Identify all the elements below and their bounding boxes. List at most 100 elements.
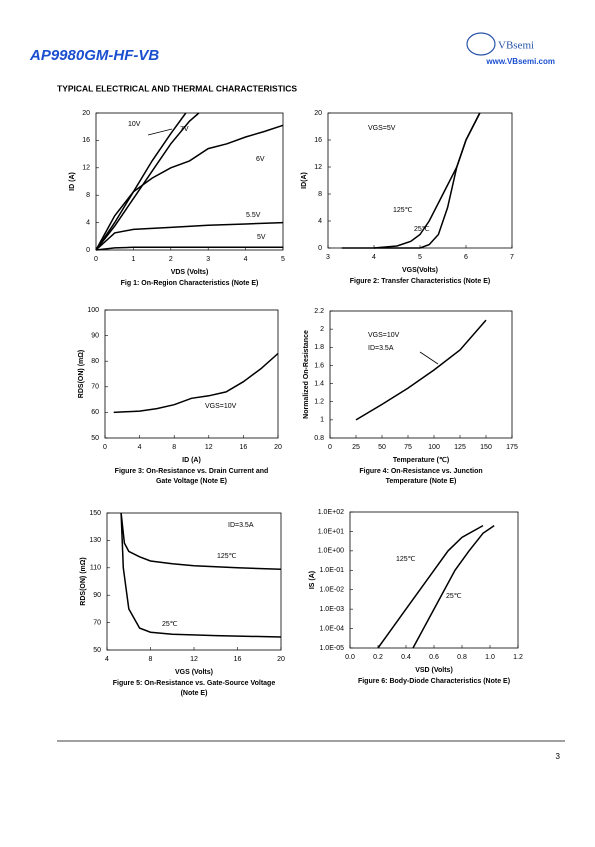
curve bbox=[120, 512, 282, 638]
y-axis-label: ID(A) bbox=[301, 172, 308, 189]
x-tick-label: 7 bbox=[510, 254, 514, 261]
curve bbox=[113, 352, 279, 414]
y-tick-label: 16 bbox=[82, 137, 90, 144]
x-tick-label: 0 bbox=[103, 444, 107, 451]
x-tick-label: 1.2 bbox=[513, 654, 523, 661]
series-label: 7V bbox=[180, 126, 189, 133]
x-tick-label: 0.0 bbox=[345, 654, 355, 661]
series-label: 125℃ bbox=[217, 553, 237, 560]
x-tick-label: 0 bbox=[328, 444, 332, 451]
x-tick-label: 5 bbox=[281, 256, 285, 263]
y-tick-label: 12 bbox=[82, 165, 90, 172]
curve bbox=[95, 124, 284, 251]
y-tick-label: 1.6 bbox=[314, 362, 324, 369]
y-tick-label: 20 bbox=[314, 110, 322, 117]
y-axis-label: RDS(ON) (mΩ) bbox=[78, 350, 85, 398]
x-tick-label: 0 bbox=[94, 256, 98, 263]
x-tick-label: 12 bbox=[190, 656, 198, 663]
y-tick-label: 2.2 bbox=[314, 308, 324, 315]
x-tick-label: 4 bbox=[138, 444, 142, 451]
y-tick-label: 70 bbox=[91, 384, 99, 391]
caption: Fig 1: On-Region Characteristics (Note E… bbox=[121, 280, 259, 287]
curve bbox=[374, 112, 481, 249]
curve bbox=[95, 112, 187, 251]
series-label: 125℃ bbox=[393, 207, 413, 214]
x-tick-label: 4 bbox=[105, 656, 109, 663]
curve bbox=[95, 112, 200, 251]
plot-frame bbox=[95, 112, 284, 251]
x-tick-label: 75 bbox=[404, 444, 412, 451]
x-tick-label: 1.0 bbox=[485, 654, 495, 661]
y-tick-label: 1.0E+02 bbox=[318, 509, 344, 516]
caption: Gate Voltage (Note E) bbox=[156, 478, 227, 485]
y-tick-label: 90 bbox=[93, 592, 101, 599]
y-tick-label: 50 bbox=[93, 647, 101, 654]
x-tick-label: 6 bbox=[464, 254, 468, 261]
y-tick-label: 0 bbox=[86, 247, 90, 254]
y-tick-label: 1.4 bbox=[314, 380, 324, 387]
y-tick-label: 0 bbox=[318, 245, 322, 252]
x-tick-label: 2 bbox=[169, 256, 173, 263]
curve bbox=[355, 319, 487, 421]
y-axis-label: IS (A) bbox=[309, 571, 316, 589]
annotation: VGS=5V bbox=[368, 125, 396, 132]
y-tick-label: 20 bbox=[82, 110, 90, 117]
y-tick-label: 80 bbox=[91, 358, 99, 365]
y-tick-label: 12 bbox=[314, 164, 322, 171]
x-axis-label: VDS (Volts) bbox=[171, 269, 209, 276]
logo-mark bbox=[466, 32, 496, 56]
series-label: 5.5V bbox=[246, 212, 261, 219]
pointer bbox=[147, 128, 173, 136]
x-tick-label: 16 bbox=[240, 444, 248, 451]
x-axis-label: ID (A) bbox=[182, 457, 201, 464]
y-tick-label: 1.0E+00 bbox=[318, 548, 344, 555]
y-tick-label: 1.0E-05 bbox=[319, 645, 344, 652]
y-tick-label: 16 bbox=[314, 137, 322, 144]
series-label: 25℃ bbox=[162, 621, 178, 628]
series-label: VGS=10V bbox=[368, 332, 400, 339]
series-label: 5V bbox=[257, 234, 266, 241]
x-tick-label: 3 bbox=[206, 256, 210, 263]
y-tick-label: 70 bbox=[93, 619, 101, 626]
annotation: ID=3.5A bbox=[368, 345, 394, 352]
x-tick-label: 100 bbox=[428, 444, 440, 451]
plot-frame bbox=[104, 309, 279, 439]
caption: Figure 2: Transfer Characteristics (Note… bbox=[350, 278, 490, 285]
section-title: TYPICAL ELECTRICAL AND THERMAL CHARACTER… bbox=[57, 83, 297, 93]
caption: Figure 6: Body-Diode Characteristics (No… bbox=[358, 678, 510, 685]
y-tick-label: 60 bbox=[91, 409, 99, 416]
x-tick-label: 150 bbox=[480, 444, 492, 451]
y-tick-label: 1.8 bbox=[314, 344, 324, 351]
caption: Figure 5: On-Resistance vs. Gate-Source … bbox=[113, 680, 276, 687]
x-tick-label: 175 bbox=[506, 444, 518, 451]
x-tick-label: 0.6 bbox=[429, 654, 439, 661]
curve bbox=[412, 524, 495, 649]
y-axis-label: Normalized On-Resistance bbox=[303, 330, 310, 419]
y-tick-label: 1 bbox=[320, 417, 324, 424]
y-tick-label: 4 bbox=[86, 219, 90, 226]
logo: VBsemi bbox=[498, 40, 534, 52]
plot-frame bbox=[329, 310, 513, 439]
curve bbox=[95, 221, 284, 251]
x-tick-label: 3 bbox=[326, 254, 330, 261]
y-tick-label: 1.0E-04 bbox=[319, 625, 344, 632]
caption: Figure 4: On-Resistance vs. Junction bbox=[359, 468, 482, 475]
y-tick-label: 8 bbox=[318, 191, 322, 198]
y-tick-label: 1.2 bbox=[314, 399, 324, 406]
y-tick-label: 8 bbox=[86, 192, 90, 199]
x-tick-label: 20 bbox=[277, 656, 285, 663]
annotation: ID=3.5A bbox=[228, 522, 254, 529]
x-tick-label: 12 bbox=[205, 444, 213, 451]
x-axis-label: VGS(Volts) bbox=[402, 267, 438, 274]
series-label: 125℃ bbox=[396, 556, 416, 563]
y-axis-label: ID (A) bbox=[69, 172, 76, 191]
y-tick-label: 4 bbox=[318, 218, 322, 225]
y-tick-label: 1.0E-02 bbox=[319, 587, 344, 594]
x-tick-label: 1 bbox=[131, 256, 135, 263]
caption: Figure 3: On-Resistance vs. Drain Curren… bbox=[115, 468, 269, 475]
caption: Temperature (Note E) bbox=[386, 478, 457, 485]
x-tick-label: 0.4 bbox=[401, 654, 411, 661]
y-tick-label: 1.0E-01 bbox=[319, 567, 344, 574]
x-tick-label: 25 bbox=[352, 444, 360, 451]
